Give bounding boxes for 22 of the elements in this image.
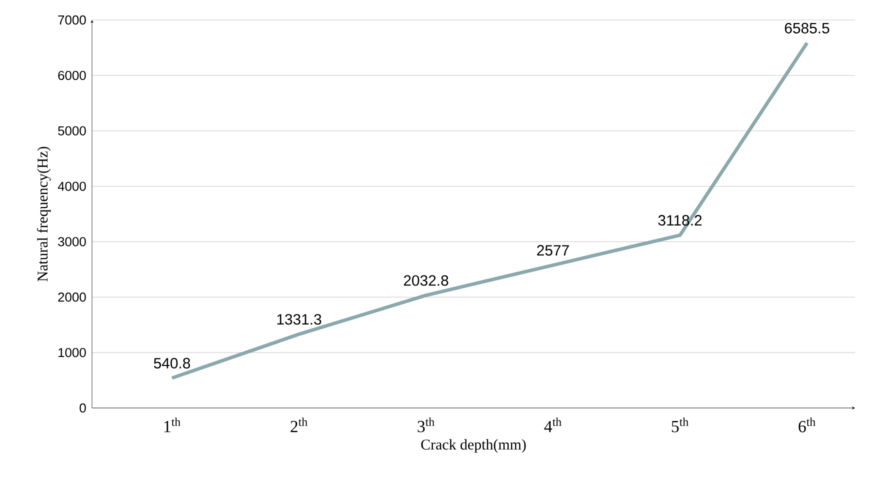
y-tick-label: 0: [80, 403, 86, 413]
x-tick-label: 6$^{th}$: [798, 418, 816, 432]
x-tick-label: 1$^{th}$: [164, 418, 180, 432]
y-tick-label: 5000: [58, 126, 86, 136]
data-label: 540.8: [154, 358, 190, 368]
x-tick-label: 2$^{th}$: [290, 418, 308, 432]
data-label: 1331.3: [277, 314, 322, 325]
y-tick-label: 3000: [58, 237, 86, 246]
y-tick-label: 6000: [58, 70, 86, 80]
x-tick-label: 3$^{th}$: [418, 418, 434, 432]
x-tick-label: 5$^{th}$: [672, 418, 688, 432]
x-tick-label: 4$^{th}$: [544, 418, 562, 432]
data-label: 2032.8: [404, 275, 448, 286]
x-axis-title: Crack depth(mm): [421, 439, 526, 453]
y-axis-title: Natural frequency(Hz): [36, 146, 51, 282]
data-label: 6585.5: [784, 22, 830, 34]
y-tick-label: 2000: [58, 292, 86, 302]
y-tick-label: 7000: [58, 15, 86, 25]
y-tick-label: 1000: [58, 348, 86, 358]
y-tick-label: 4000: [58, 182, 86, 191]
data-label: 2577: [537, 245, 569, 256]
data-label: 3118.2: [658, 215, 702, 226]
